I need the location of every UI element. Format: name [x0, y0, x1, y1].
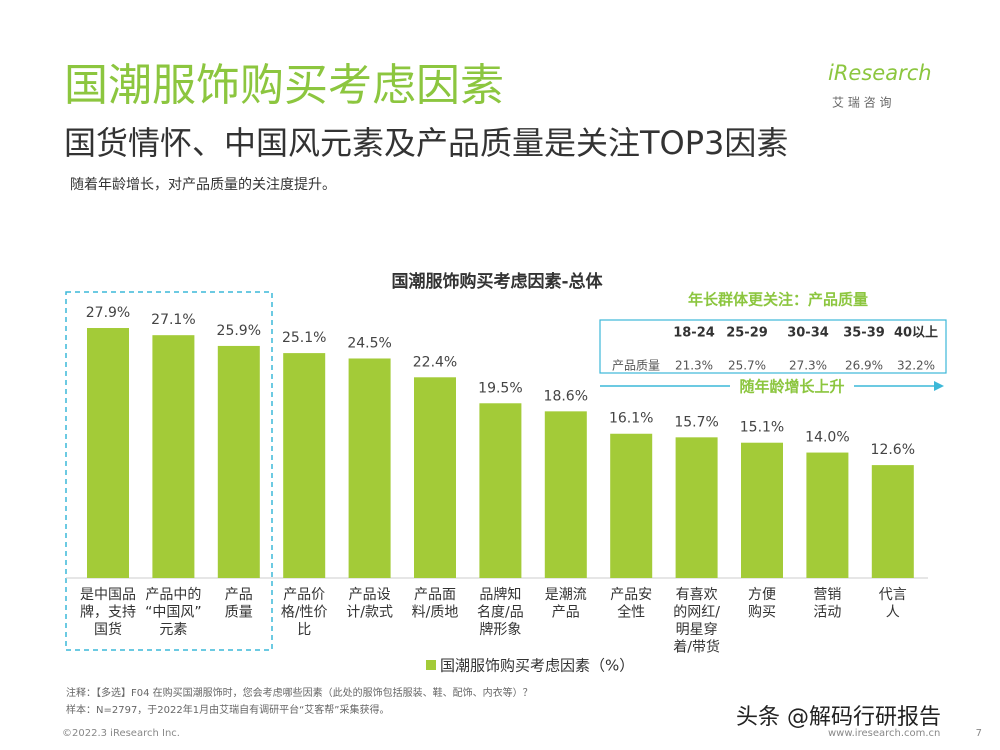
x-tick-label: 产品 [552, 605, 580, 621]
x-tick-label: 是潮流 [545, 587, 587, 603]
value-label: 14.0% [805, 430, 849, 446]
annotation-box [599, 319, 947, 374]
bar [806, 452, 849, 578]
bar [871, 465, 914, 578]
bar [675, 437, 718, 578]
x-tick-label: 产品设 [349, 587, 391, 603]
value-label: 27.9% [86, 305, 130, 321]
x-tick-label: 产品价 [283, 587, 325, 603]
column-header: 18-24 [673, 326, 715, 341]
column-header: 25-29 [726, 326, 768, 341]
logo-sub: 艾 瑞 咨 询 [832, 95, 891, 110]
watermark: 头条 @解码行研报告 [736, 705, 941, 730]
value-label: 16.1% [609, 411, 653, 427]
x-tick-label: 活动 [813, 605, 841, 621]
column-header: 40以上 [894, 326, 938, 341]
x-tick-label: 明星穿 [676, 622, 718, 638]
value-label: 12.6% [871, 442, 915, 458]
description: 随着年龄增长，对产品质量的关注度提升。 [70, 177, 336, 193]
bar [479, 403, 522, 578]
value-label: 24.5% [347, 335, 391, 351]
x-tick-label: 营销 [813, 587, 841, 603]
bar [544, 411, 587, 578]
page-number: 7 [976, 728, 982, 739]
bar [283, 353, 326, 578]
value-label: 25.9% [217, 323, 261, 339]
arrow-label: 随年龄增长上升 [739, 378, 844, 396]
x-tick-label: 比 [297, 622, 311, 638]
x-tick-label: 是中国品 [80, 587, 136, 603]
x-tick-label: 品牌知 [479, 586, 521, 603]
value-label: 15.7% [674, 414, 718, 430]
x-tick-label: 产品 [225, 587, 253, 603]
row-label: 产品质量 [612, 359, 660, 373]
row-value: 21.3% [675, 359, 713, 373]
column-header: 35-39 [843, 326, 885, 341]
x-tick-label: 产品中的 [145, 587, 201, 603]
chart-title: 国潮服饰购买考虑因素-总体 [391, 271, 603, 292]
row-value: 25.7% [728, 359, 766, 373]
x-tick-label: 人 [886, 605, 900, 621]
x-tick-label: 有喜欢 [676, 587, 718, 603]
bar [414, 377, 456, 578]
copyright: ©2022.3 iResearch Inc. [62, 728, 180, 739]
bar [217, 345, 260, 578]
value-label: 19.5% [478, 380, 522, 396]
bar [152, 335, 195, 578]
x-tick-label: 牌形象 [479, 621, 521, 638]
row-value: 26.9% [845, 359, 883, 373]
annotation-title: 年长群体更关注：产品质量 [688, 291, 868, 309]
bar [741, 442, 783, 578]
arrow-label-bg [730, 377, 854, 395]
x-tick-label: 料/质地 [412, 605, 459, 621]
legend-swatch [426, 660, 436, 670]
x-tick-label: 全性 [617, 604, 645, 621]
highlight-box [65, 291, 273, 651]
bar [87, 328, 129, 578]
slide-title: 国潮服饰购买考虑因素 [64, 60, 504, 111]
x-tick-label: 产品面 [414, 587, 456, 603]
value-label: 27.1% [151, 312, 195, 328]
x-tick-label: 着/带货 [673, 639, 720, 656]
x-tick-label: 名度/品 [477, 605, 524, 621]
bar [610, 433, 653, 578]
x-tick-label: 方便 [748, 587, 776, 603]
x-tick-label: 格/性价 [281, 605, 328, 621]
x-tick-label: 元素 [159, 622, 187, 638]
row-value: 27.3% [789, 359, 827, 373]
slide-subtitle: 国货情怀、中国风元素及产品质量是关注TOP3因素 [64, 124, 788, 162]
note: 注释：【多选】F04 在购买国潮服饰时，您会考虑哪些因素（此处的服饰包括服装、鞋… [66, 686, 533, 699]
x-tick-label: 质量 [225, 605, 253, 621]
value-label: 25.1% [282, 330, 326, 346]
x-tick-label: 购买 [748, 605, 776, 621]
value-label: 22.4% [413, 354, 457, 370]
value-label: 18.6% [544, 388, 588, 404]
x-tick-label: 国货 [94, 621, 122, 638]
logo: iResearch [828, 61, 932, 85]
x-tick-label: 产品安 [610, 587, 652, 603]
bar [348, 358, 391, 578]
sample: 样本：N=2797，于2022年1月由艾瑞自有调研平台“艾客帮”采集获得。 [66, 703, 389, 716]
value-label: 15.1% [740, 420, 784, 436]
arrow-head [934, 381, 944, 391]
x-tick-label: “中国风” [145, 605, 202, 621]
website: www.iresearch.com.cn [828, 728, 940, 739]
x-tick-label: 计/款式 [346, 605, 393, 621]
x-tick-label: 牌，支持 [80, 604, 136, 621]
column-header: 30-34 [787, 326, 829, 341]
row-value: 32.2% [897, 359, 935, 373]
x-tick-label: 的网红/ [673, 605, 720, 621]
legend-label: 国潮服饰购买考虑因素（%） [440, 657, 634, 675]
x-tick-label: 代言 [879, 587, 907, 603]
